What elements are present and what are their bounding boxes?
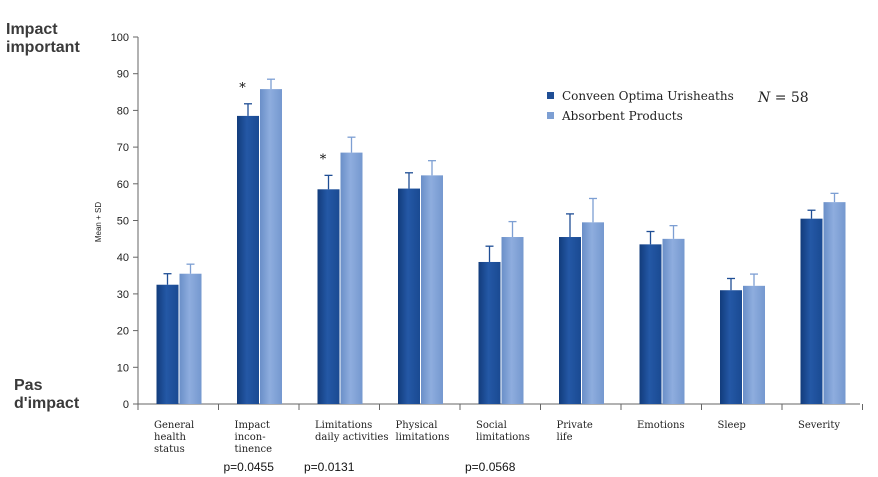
legend-entry: Absorbent Products [561, 109, 683, 123]
category-label-line: Sleep [718, 420, 746, 431]
category-label: General health status [154, 420, 194, 455]
category-label-line: Emotions [637, 420, 685, 431]
category-label: Limitations daily activities [315, 420, 388, 443]
y-tick-label: 50 [117, 216, 129, 228]
category-label-line: Private [557, 420, 593, 431]
bar [317, 189, 340, 404]
p-value-label: p=0.0131 [304, 460, 355, 474]
category-label-line: health [154, 432, 187, 443]
no-impact-label: Pas d'impact [14, 377, 79, 413]
x-axis [137, 403, 863, 410]
sample-size-label: N = 58 [757, 90, 809, 106]
category-label: Impact incon-tinence [235, 420, 273, 455]
category-label-line: tinence [235, 444, 273, 455]
category-label-line: incon- [235, 432, 266, 443]
bars: ** [156, 78, 846, 404]
impact-important-label: Impact important [6, 21, 80, 57]
bar [478, 261, 501, 404]
sample-size-symbol: N [757, 90, 771, 106]
bar [720, 290, 742, 404]
bar [823, 202, 846, 404]
y-tick-label: 0 [123, 399, 129, 411]
bar [179, 273, 202, 404]
legend: Conveen Optima Urisheaths Absorbent Produ… [547, 89, 734, 123]
bar [800, 218, 823, 404]
no-impact-line-1: Pas [14, 377, 43, 394]
p-value-label: p=0.0455 [223, 460, 274, 474]
y-axis-label: Mean + SD [94, 202, 103, 242]
y-tick-label: 80 [117, 105, 129, 117]
category-label-line: General [154, 420, 194, 431]
bar [501, 237, 524, 404]
significance-marker: * [320, 152, 327, 167]
bar [260, 89, 282, 404]
sample-size-value: = 58 [770, 90, 808, 106]
category-label-line: Severity [798, 420, 840, 431]
no-impact-line-2: d'impact [14, 395, 80, 412]
bar [639, 244, 662, 404]
category-label-line: daily activities [315, 432, 388, 443]
y-axis: 0 10 20 30 40 50 60 70 80 90 100 [111, 32, 139, 411]
category-label: Physical limitations [396, 420, 450, 443]
y-tick-label: 30 [117, 289, 129, 301]
y-tick-label: 100 [111, 32, 129, 44]
bar [237, 115, 259, 404]
impact-important-line-2: important [6, 39, 80, 56]
bar [559, 237, 581, 404]
category-label: Emotions [637, 420, 685, 431]
category-label-line: limitations [476, 432, 530, 443]
y-tick-label: 70 [117, 142, 129, 154]
bar [662, 238, 685, 404]
bar [156, 284, 179, 404]
y-tick-label: 60 [117, 179, 129, 191]
bar [743, 285, 765, 404]
category-label-line: Limitations [315, 420, 372, 431]
category-label-line: life [557, 432, 573, 443]
category-label: Severity [798, 420, 840, 431]
legend-swatch [547, 92, 554, 99]
y-tick-label: 20 [117, 326, 129, 338]
category-label: Sleep [718, 420, 746, 431]
legend-entry: Conveen Optima Urisheaths [562, 89, 734, 103]
bar [340, 152, 363, 404]
bar [421, 175, 443, 404]
y-tick-label: 10 [117, 362, 129, 374]
p-value-label: p=0.0568 [465, 460, 516, 474]
significance-marker: * [239, 81, 246, 96]
y-tick-label: 40 [117, 252, 129, 264]
category-label-line: Social [476, 420, 507, 431]
category-label: Social limitations [476, 420, 530, 443]
category-labels: General health status Impact incon-tinence Li… [154, 420, 840, 455]
category-label: Private life [557, 420, 593, 443]
category-label-line: limitations [396, 432, 450, 443]
category-label-line: Impact [235, 420, 270, 431]
bar [398, 188, 420, 404]
category-label-line: status [154, 444, 185, 455]
bar [582, 222, 604, 404]
y-tick-label: 90 [117, 69, 129, 81]
legend-swatch [547, 112, 554, 119]
impact-important-line-1: Impact [6, 21, 58, 38]
category-label-line: Physical [396, 420, 438, 431]
